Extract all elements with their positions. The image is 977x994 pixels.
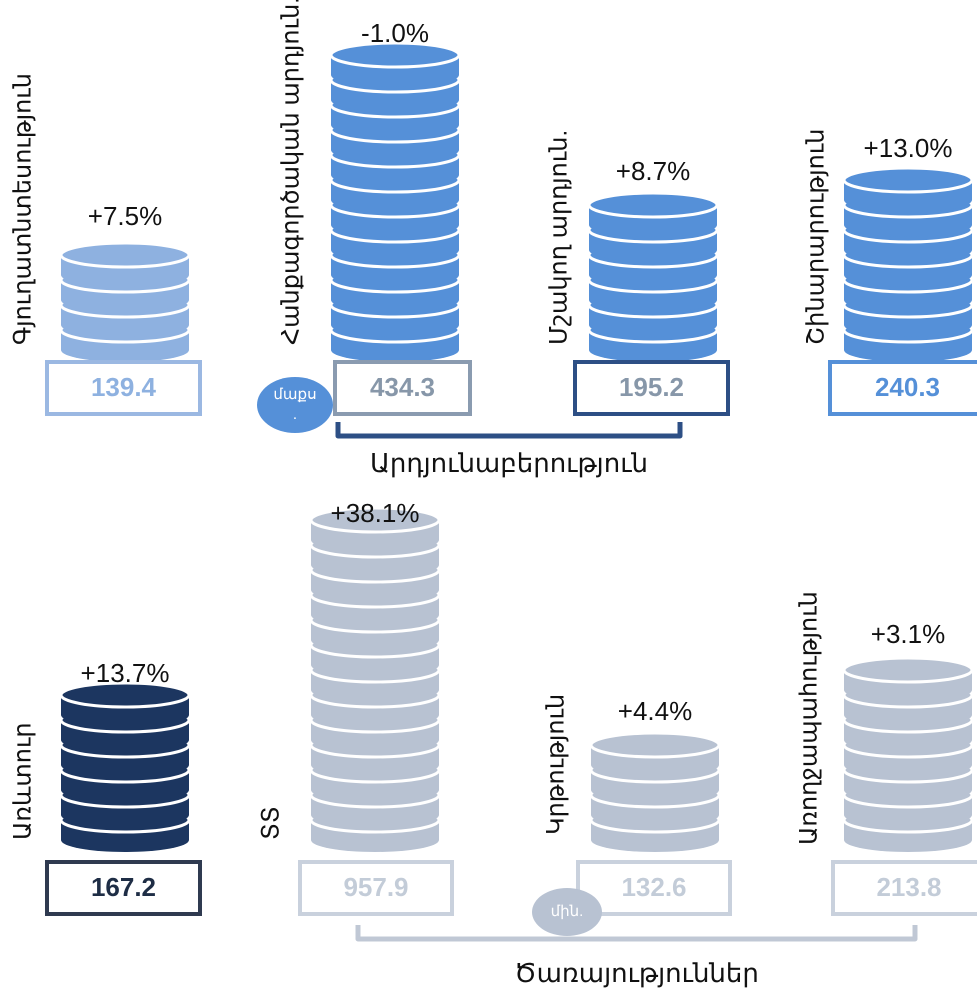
value-box — [45, 860, 202, 916]
value-box — [333, 360, 472, 416]
badge-text: մին. — [551, 903, 584, 920]
badge — [532, 888, 602, 936]
change-label: +13.0% — [864, 133, 953, 163]
value-box — [828, 360, 977, 416]
value-box — [298, 860, 454, 916]
change-label: +4.4% — [618, 696, 692, 726]
coin-stack — [329, 41, 461, 362]
group-label: Արդյունաբերություն — [370, 448, 648, 478]
coin-top — [59, 241, 191, 269]
value-box — [576, 860, 732, 916]
value-label: 167.2 — [91, 872, 156, 902]
coin-stack — [59, 241, 191, 362]
sector-label: Շինարարություն — [802, 128, 829, 345]
change-label: +3.1% — [871, 619, 945, 649]
sector-label: Հանքագործական արդյուն. — [277, 0, 304, 345]
change-label: +7.5% — [88, 201, 162, 231]
sector-label: Գյուղատնտեսություն — [9, 73, 36, 345]
badge-text: մաքս — [273, 386, 316, 403]
value-box — [45, 360, 202, 416]
sector-label: ՏՏ — [257, 806, 284, 840]
coin-top — [59, 681, 191, 709]
change-label: +38.1% — [331, 498, 420, 528]
sector-label: Առևտուր — [9, 722, 36, 840]
value-label: 957.9 — [343, 872, 408, 902]
sector-label: Առողջապահություն — [795, 591, 822, 845]
change-label: +13.7% — [81, 658, 170, 688]
coin-top — [329, 41, 461, 69]
value-label: 195.2 — [619, 372, 684, 402]
badge-text: . — [293, 406, 297, 423]
coin-stack — [59, 681, 191, 852]
coin-stack — [587, 191, 719, 362]
coin-stack — [842, 656, 974, 852]
badge — [257, 377, 333, 433]
change-label: +8.7% — [616, 156, 690, 186]
value-box — [831, 860, 977, 916]
coin-stack — [589, 731, 721, 852]
value-label: 132.6 — [621, 872, 686, 902]
value-label: 139.4 — [91, 372, 157, 402]
sector-label: Մշակող արդյուն. — [545, 130, 572, 345]
value-label: 240.3 — [875, 372, 940, 402]
change-label: -1.0% — [361, 18, 429, 48]
group-bracket — [355, 925, 918, 942]
coin-top — [589, 731, 721, 759]
value-box — [573, 360, 730, 416]
sector-label: Կրթություն — [542, 694, 569, 835]
coin-stack — [309, 506, 441, 852]
value-label: 434.3 — [370, 372, 435, 402]
group-label: Ծառայություններ — [514, 958, 759, 988]
coin-top — [587, 191, 719, 219]
coin-top — [309, 506, 441, 534]
coin-top — [842, 166, 974, 194]
value-label: 213.8 — [876, 872, 941, 902]
group-bracket — [335, 422, 683, 439]
coin-stack — [842, 166, 974, 362]
coin-top — [842, 656, 974, 684]
